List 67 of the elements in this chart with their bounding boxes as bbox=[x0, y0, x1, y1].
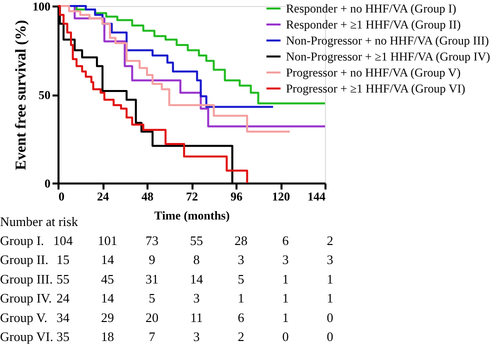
x-axis-title: Time (months) bbox=[154, 208, 230, 222]
text: 35 bbox=[56, 329, 70, 344]
legend-label: Progressor + ≥1 HHF/VA (Group VI) bbox=[286, 82, 466, 96]
text: 3 bbox=[326, 252, 334, 268]
text: 5 bbox=[238, 271, 244, 286]
y-tick-label: 50 bbox=[38, 88, 50, 102]
legend-label: Progressor + no HHF/VA (Group V) bbox=[286, 66, 461, 80]
text: 1 bbox=[326, 271, 334, 286]
text: 55 bbox=[190, 233, 203, 248]
text: 5 bbox=[148, 290, 156, 306]
text: 28 bbox=[234, 233, 248, 248]
text: 1 bbox=[282, 310, 289, 325]
text: 3 bbox=[282, 252, 289, 268]
text: 0 bbox=[326, 310, 334, 325]
text: 73 bbox=[146, 233, 158, 248]
text: 1 bbox=[282, 290, 289, 306]
text: Group I. bbox=[0, 233, 44, 248]
text: 29 bbox=[101, 310, 114, 325]
text: 24 bbox=[56, 290, 70, 306]
text: 20 bbox=[146, 310, 158, 325]
text: 7 bbox=[148, 329, 156, 344]
x-tick-label: 120 bbox=[272, 190, 290, 204]
text: 45 bbox=[101, 271, 114, 286]
text: 18 bbox=[101, 329, 114, 344]
x-tick-label: 72 bbox=[186, 190, 198, 204]
text: 6 bbox=[238, 310, 245, 325]
text: 8 bbox=[193, 252, 200, 268]
text: 1 bbox=[326, 290, 334, 306]
x-tick-label: 48 bbox=[142, 190, 154, 204]
text: 11 bbox=[190, 310, 203, 325]
text: 31 bbox=[146, 271, 158, 286]
text: 3 bbox=[238, 252, 244, 268]
y-axis-title: Event free survival (%) bbox=[14, 20, 30, 170]
text: 1 bbox=[282, 271, 289, 286]
text: Group II. bbox=[0, 252, 48, 268]
text: 2 bbox=[238, 329, 244, 344]
text: Number at risk bbox=[0, 214, 78, 229]
text: 14 bbox=[101, 252, 114, 268]
text: 3 bbox=[193, 329, 200, 344]
text: 2 bbox=[326, 233, 334, 248]
text: 34 bbox=[56, 310, 70, 325]
legend-label: Non-Progressor + ≥1 HHF/VA (Group IV) bbox=[286, 50, 490, 64]
legend-label: Responder + no HHF/VA (Group I) bbox=[286, 2, 456, 16]
text: Group V. bbox=[0, 310, 48, 325]
text: 14 bbox=[101, 290, 114, 306]
x-tick-label: 144 bbox=[308, 190, 326, 204]
legend-label: Responder + ≥1 HHF/VA (Group II) bbox=[286, 18, 461, 32]
text: Group VI. bbox=[0, 329, 54, 344]
legend-label: Non-Progressor + no HHF/VA (Group III) bbox=[286, 34, 489, 48]
x-tick-label: 0 bbox=[58, 190, 64, 204]
text: 14 bbox=[190, 271, 204, 286]
text: 6 bbox=[282, 233, 290, 248]
text: 15 bbox=[56, 252, 70, 268]
text: 101 bbox=[98, 233, 118, 248]
text: 55 bbox=[56, 271, 70, 286]
text: Group III. bbox=[0, 271, 53, 286]
x-tick-label: 96 bbox=[230, 190, 242, 204]
text: Group IV. bbox=[0, 290, 52, 306]
y-tick-label: 100 bbox=[32, 0, 50, 14]
text: 0 bbox=[326, 329, 334, 344]
x-tick-label: 24 bbox=[97, 190, 109, 204]
text: 3 bbox=[193, 290, 200, 306]
text: 1 bbox=[238, 290, 244, 306]
y-tick-label: 0 bbox=[44, 176, 50, 190]
text: 0 bbox=[282, 329, 289, 344]
text: 9 bbox=[148, 252, 156, 268]
text: 104 bbox=[53, 233, 74, 248]
